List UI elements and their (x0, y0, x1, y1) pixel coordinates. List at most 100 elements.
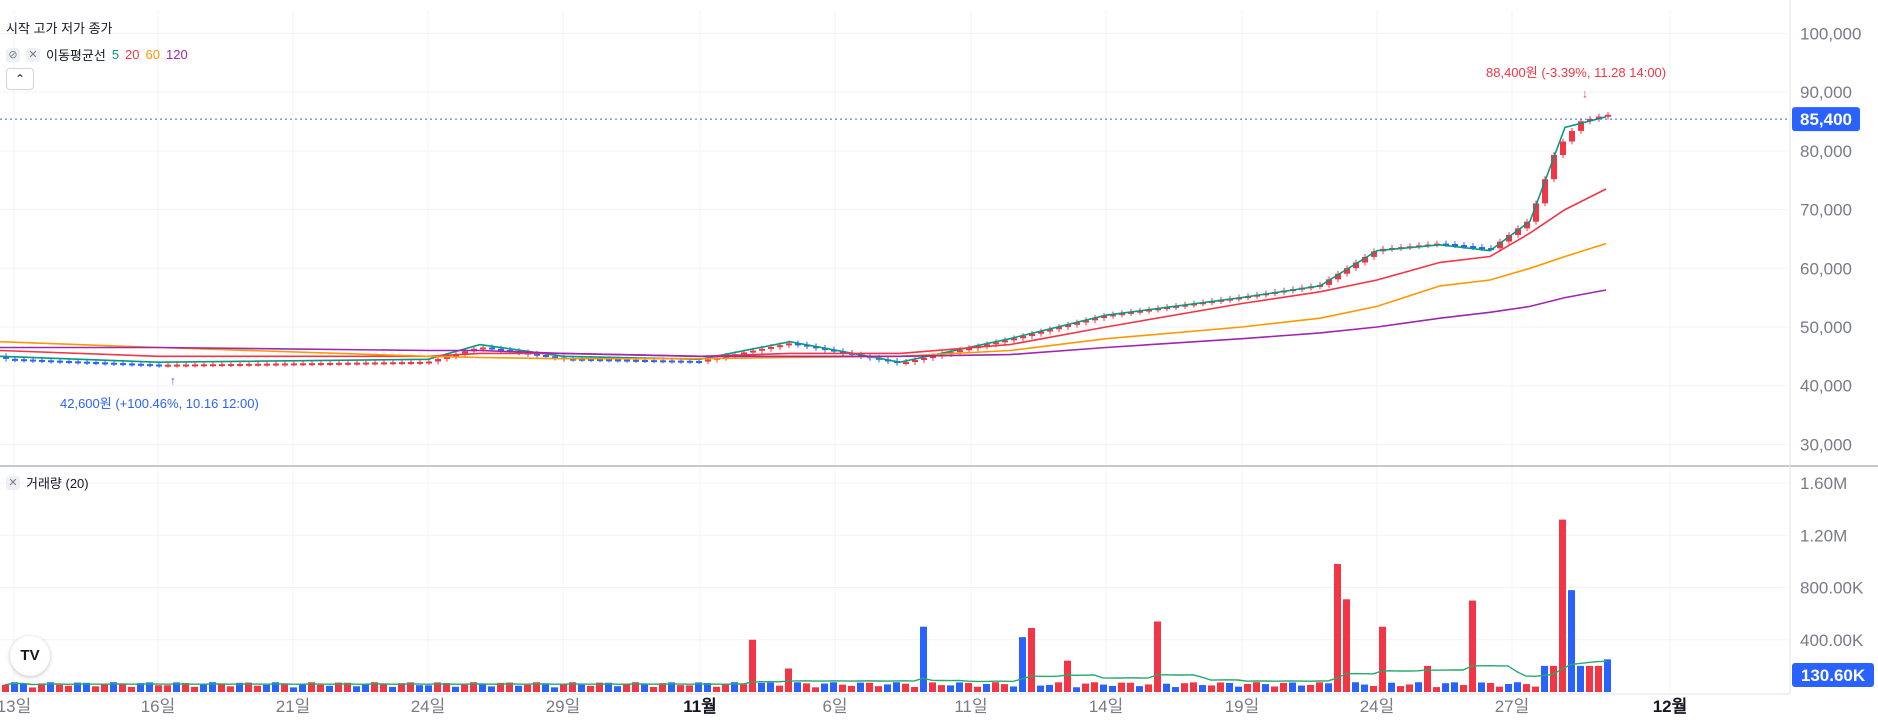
candle-body (1128, 311, 1134, 314)
candle-body (912, 359, 918, 362)
volume-bar (929, 682, 936, 692)
ma-period-20: 20 (125, 47, 140, 62)
volume-bar (551, 687, 558, 692)
candle-body (1038, 331, 1044, 334)
candle-body (111, 362, 117, 365)
ma-legend[interactable]: ⊘ ✕ 이동평균선 5 20 60 120 (6, 45, 188, 64)
volume-bar (425, 685, 432, 692)
candle-body (381, 362, 387, 365)
volume-bar (857, 682, 864, 692)
candle-body (1047, 329, 1053, 332)
volume-bar (803, 683, 810, 692)
volume-bar (1235, 686, 1242, 692)
volume-bar (1568, 590, 1575, 692)
candle-body (318, 363, 324, 366)
ohlc-legend: 시작 고가 저가 종가 (6, 18, 113, 37)
candle-body (273, 363, 279, 366)
volume-bar (1487, 682, 1494, 692)
volume-bar (1082, 683, 1089, 692)
volume-bar (1064, 660, 1071, 692)
price-tick-label: 50,000 (1800, 318, 1852, 337)
candle-body (102, 362, 108, 365)
volume-tick-label: 1.60M (1800, 474, 1847, 493)
candle-body (48, 360, 54, 363)
ma-period-60: 60 (145, 47, 160, 62)
volume-bar (704, 683, 711, 692)
candle-body (183, 364, 189, 367)
candle-body (210, 364, 216, 367)
low-annotation: 42,600원 (+100.46%, 10.16 12:00) (60, 396, 259, 411)
candle-body (1560, 141, 1566, 156)
tradingview-logo-icon[interactable]: TV (10, 636, 50, 676)
time-tick-label: 16일 (141, 697, 176, 716)
ohlc-label: 시작 고가 저가 종가 (6, 21, 113, 36)
volume-bar (524, 684, 531, 692)
volume-bar (875, 686, 882, 692)
moving-averages (0, 116, 1607, 364)
volume-legend[interactable]: ✕ 거래량 (20) (6, 473, 89, 492)
volume-bar (452, 686, 459, 692)
current-price-label: 85,400 (1800, 110, 1852, 129)
candle-body (345, 362, 351, 365)
candle-body (1578, 121, 1584, 131)
volume-bar (965, 683, 972, 692)
volume-bar (1037, 685, 1044, 692)
candle-body (408, 362, 414, 365)
volume-bar (542, 683, 549, 692)
price-tick-label: 70,000 (1800, 201, 1852, 220)
volume-bar (272, 682, 279, 692)
candle-body (795, 343, 801, 346)
candle-body (705, 359, 711, 362)
volume-bar (794, 682, 801, 692)
candle-body (966, 348, 972, 351)
volume-label: 거래량 (20) (26, 476, 89, 491)
candle-body (1479, 247, 1485, 250)
candle-body (750, 350, 756, 353)
volume-bar (1505, 684, 1512, 692)
volume-bar (1370, 685, 1377, 692)
candle-body (327, 362, 333, 365)
candle-body (957, 350, 963, 353)
volume-bar (821, 683, 828, 692)
volume-bar (434, 682, 441, 692)
candle-body (12, 358, 18, 361)
ma-line-20 (0, 188, 1607, 358)
volume-bar (308, 682, 315, 692)
volume-bar (1316, 682, 1323, 692)
candle-body (1011, 338, 1017, 341)
candle-body (480, 347, 486, 350)
time-tick-label: 11월 (683, 697, 717, 716)
volume-bar (1181, 683, 1188, 692)
candle-body (1002, 340, 1008, 343)
collapse-button[interactable]: ⌃ (6, 68, 34, 90)
volume-bar (740, 684, 747, 692)
candle-body (1461, 245, 1467, 248)
candle-body (777, 345, 783, 348)
candle-body (237, 363, 243, 366)
volume-bar (920, 626, 927, 692)
volume-bar (1253, 682, 1260, 692)
close-icon[interactable]: ✕ (6, 475, 20, 490)
close-icon[interactable]: ✕ (26, 47, 40, 62)
candle-body (768, 346, 774, 349)
time-tick-label: 24일 (1360, 697, 1395, 716)
candle-body (57, 360, 63, 363)
price-tick-label: 60,000 (1800, 259, 1852, 278)
candle-body (552, 356, 558, 359)
volume-bar (1388, 682, 1395, 692)
volume-bar (389, 686, 396, 692)
volume-bar (1451, 682, 1458, 692)
candle-body (489, 347, 495, 350)
volume-bar (1001, 684, 1008, 692)
volume-bar (1352, 682, 1359, 692)
volume-bar (974, 686, 981, 692)
candle-body (1137, 310, 1143, 313)
eye-slash-icon[interactable]: ⊘ (6, 47, 20, 62)
candle-body (741, 352, 747, 355)
volume-bar (812, 687, 819, 692)
chevron-up-icon: ⌃ (14, 72, 26, 86)
volume-bar (668, 682, 675, 692)
volume-bar (461, 683, 468, 692)
volume-bar (1145, 684, 1152, 692)
